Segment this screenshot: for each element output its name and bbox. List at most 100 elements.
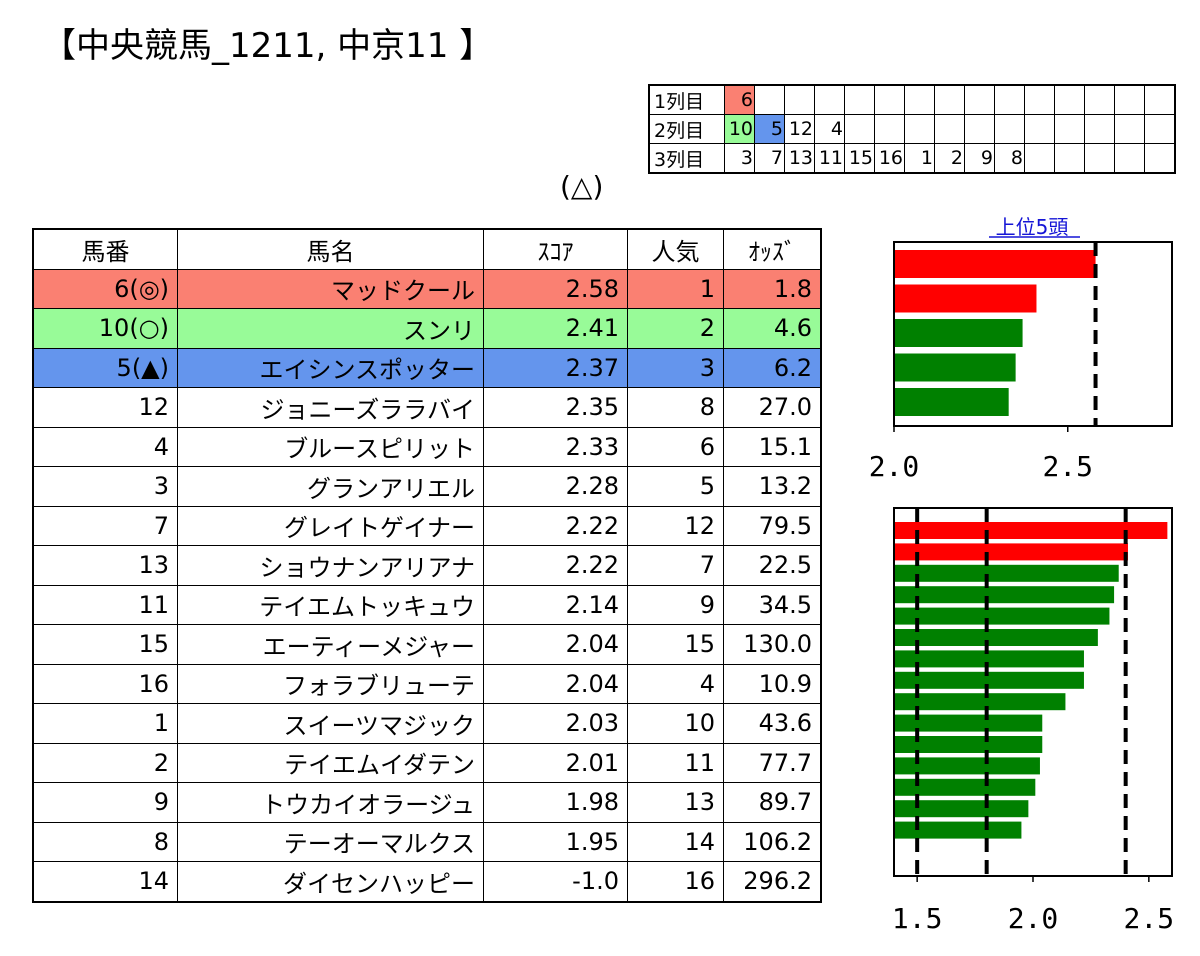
picks-row: 2列目 10 5 12 4 bbox=[648, 114, 1176, 144]
chart1-bar bbox=[894, 284, 1037, 313]
chart2-bar bbox=[894, 586, 1115, 604]
picks-cell bbox=[1084, 84, 1115, 115]
picks-cell: 10 bbox=[724, 114, 755, 144]
popularity-cell: 9 bbox=[627, 584, 724, 625]
score-cell: 2.03 bbox=[483, 703, 628, 744]
picks-cell: 5 bbox=[754, 114, 785, 144]
odds-cell: 6.2 bbox=[723, 347, 822, 388]
score-cell: 2.04 bbox=[483, 663, 628, 704]
odds-cell: 22.5 bbox=[723, 545, 822, 586]
horse-name-cell: テーオーマルクス bbox=[177, 821, 484, 862]
table-row: 12 ジョニーズララバイ 2.35 8 27.0 bbox=[32, 387, 822, 428]
chart2-bar bbox=[894, 714, 1043, 732]
horse-number-cell: 9 bbox=[32, 782, 178, 823]
horse-number-cell: 14 bbox=[32, 861, 178, 902]
popularity-cell: 16 bbox=[627, 861, 724, 902]
picks-cell bbox=[1024, 114, 1055, 144]
horse-name-cell: スンリ bbox=[177, 308, 484, 349]
horse-name-cell: テイエムイダテン bbox=[177, 742, 484, 783]
horse-number-cell: 12 bbox=[32, 387, 178, 428]
popularity-cell: 8 bbox=[627, 387, 724, 428]
table-row: 6(◎) マッドクール 2.58 1 1.8 bbox=[32, 268, 822, 309]
horse-number-cell: 4 bbox=[32, 426, 178, 467]
table-row: 13 ショウナンアリアナ 2.22 7 22.5 bbox=[32, 545, 822, 586]
score-cell: 1.98 bbox=[483, 782, 628, 823]
picks-cell bbox=[1144, 114, 1176, 144]
picks-cell bbox=[1114, 143, 1145, 174]
score-cell: 2.22 bbox=[483, 545, 628, 586]
score-table: 馬番 馬名 ｽｺｱ 人気 ｵｯｽﾞ 6(◎) マッドクール 2.58 1 1.8 10(○… bbox=[32, 228, 822, 903]
horse-name-cell: ショウナンアリアナ bbox=[177, 545, 484, 586]
chart1-bar bbox=[894, 353, 1016, 382]
horse-number-cell: 13 bbox=[32, 545, 178, 586]
odds-cell: 296.2 bbox=[723, 861, 822, 902]
score-cell: 2.28 bbox=[483, 466, 628, 507]
popularity-cell: 5 bbox=[627, 466, 724, 507]
horse-name-cell: マッドクール bbox=[177, 268, 484, 309]
popularity-cell: 12 bbox=[627, 505, 724, 546]
odds-cell: 130.0 bbox=[723, 624, 822, 665]
table-row: 8 テーオーマルクス 1.95 14 106.2 bbox=[32, 821, 822, 862]
picks-cell bbox=[964, 114, 995, 144]
popularity-cell: 13 bbox=[627, 782, 724, 823]
odds-cell: 4.6 bbox=[723, 308, 822, 349]
table-row: 3 グランアリエル 2.28 5 13.2 bbox=[32, 466, 822, 507]
page-title: 【中央競馬_1211, 中京11 】 bbox=[42, 26, 494, 66]
picks-cell bbox=[784, 84, 815, 115]
picks-cell bbox=[904, 114, 935, 144]
odds-cell: 27.0 bbox=[723, 387, 822, 428]
table-row: 10(○) スンリ 2.41 2 4.6 bbox=[32, 308, 822, 349]
chart1-bar bbox=[894, 250, 1096, 278]
picks-cell: 2 bbox=[934, 143, 965, 174]
horse-name-cell: ブルースピリット bbox=[177, 426, 484, 467]
chart2-tick-label: 1.5 bbox=[892, 902, 943, 935]
picks-cell bbox=[814, 84, 845, 115]
chart2-bar bbox=[894, 821, 1022, 839]
popularity-cell: 11 bbox=[627, 742, 724, 783]
chart2-bar bbox=[894, 522, 1168, 539]
popularity-cell: 4 bbox=[627, 663, 724, 704]
chart2-bar bbox=[894, 778, 1036, 796]
horse-name-cell: ダイセンハッピー bbox=[177, 861, 484, 902]
picks-row: 3列目 3 7 13 11 15 16 1 2 9 8 bbox=[648, 143, 1176, 174]
table-row: 7 グレイトゲイナー 2.22 12 79.5 bbox=[32, 505, 822, 546]
chart2-bar bbox=[894, 543, 1128, 561]
picks-cell: 9 bbox=[964, 143, 995, 174]
horse-number-cell: 15 bbox=[32, 624, 178, 665]
picks-cell bbox=[1144, 143, 1176, 174]
table-row: 1 スイーツマジック 2.03 10 43.6 bbox=[32, 703, 822, 744]
odds-cell: 89.7 bbox=[723, 782, 822, 823]
horse-number-cell: 11 bbox=[32, 584, 178, 625]
chart2-bar bbox=[894, 736, 1043, 753]
horse-name-cell: スイーツマジック bbox=[177, 703, 484, 744]
picks-cell bbox=[994, 84, 1025, 115]
table-row: 2 テイエムイダテン 2.01 11 77.7 bbox=[32, 742, 822, 783]
horse-name-cell: グレイトゲイナー bbox=[177, 505, 484, 546]
picks-cell bbox=[1054, 114, 1085, 144]
picks-row-label: 1列目 bbox=[648, 84, 725, 115]
picks-cell: 12 bbox=[784, 114, 815, 144]
score-cell: 2.41 bbox=[483, 308, 628, 349]
score-cell: 2.04 bbox=[483, 624, 628, 665]
score-cell: 2.37 bbox=[483, 347, 628, 388]
horse-name-cell: グランアリエル bbox=[177, 466, 484, 507]
horse-number-cell: 16 bbox=[32, 663, 178, 704]
picks-cell bbox=[1114, 84, 1145, 115]
chart1-tick-label: 2.5 bbox=[1042, 450, 1093, 483]
header-score: ｽｺｱ bbox=[483, 228, 628, 270]
chart2-tick-label: 2.5 bbox=[1124, 902, 1175, 935]
chart2-bar bbox=[894, 629, 1098, 646]
picks-cell bbox=[1024, 143, 1055, 174]
horse-number-cell: 10(○) bbox=[32, 308, 178, 349]
table-row: 16 フォラブリューテ 2.04 4 10.9 bbox=[32, 663, 822, 704]
popularity-cell: 14 bbox=[627, 821, 724, 862]
header-popularity: 人気 bbox=[627, 228, 724, 270]
header-name: 馬名 bbox=[177, 228, 484, 270]
table-row: 5(▲) エイシンスポッター 2.37 3 6.2 bbox=[32, 347, 822, 388]
chart2-frame bbox=[893, 507, 1173, 877]
picks-cell bbox=[844, 84, 875, 115]
odds-cell: 34.5 bbox=[723, 584, 822, 625]
chart2-bar bbox=[894, 757, 1040, 775]
horse-name-cell: エーティーメジャー bbox=[177, 624, 484, 665]
chart1-title: 上位5頭 bbox=[996, 215, 1069, 239]
